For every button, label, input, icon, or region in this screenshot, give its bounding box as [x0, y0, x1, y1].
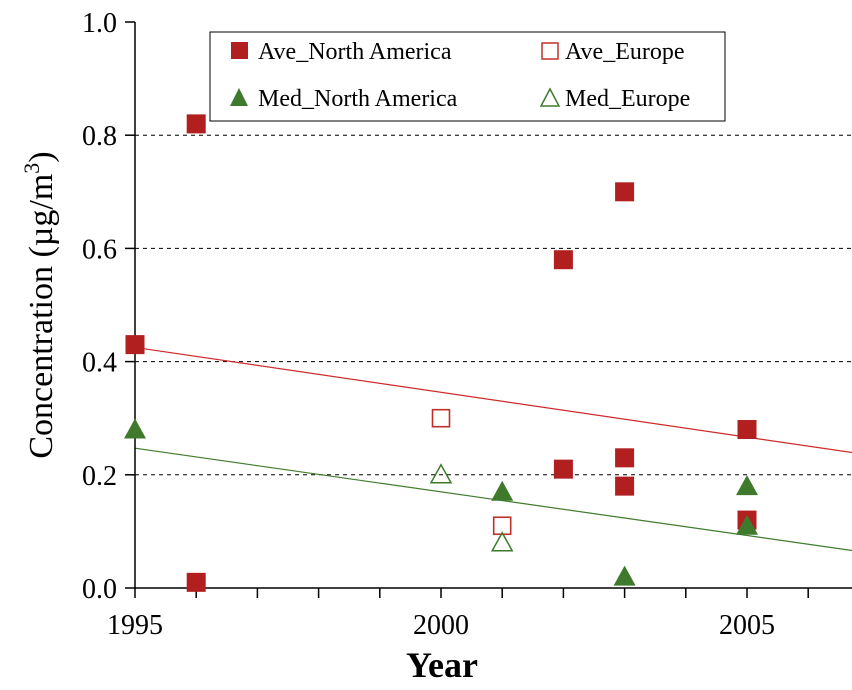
legend-box [209, 31, 726, 122]
point-med-north-america [736, 514, 758, 535]
legend-label: Ave_North America [258, 39, 452, 65]
x-tick-label: 2000 [413, 610, 469, 641]
svg-text:Concentration (µg/m3): Concentration (µg/m3) [19, 151, 60, 458]
x-axis-title: Year [406, 645, 478, 685]
y-axis-title-main: Concentration (µg/m [23, 174, 60, 459]
y-tick-label: 0.4 [82, 348, 117, 379]
x-tick-label: 1995 [107, 610, 163, 641]
ticks: 0.0 0.2 0.4 0.6 0.8 1.0 1995 2000 2005 [82, 8, 809, 641]
y-tick-label: 0.6 [82, 234, 117, 265]
trendline-ave [134, 346, 852, 454]
legend-item-med-north-america: Med_North America [230, 86, 458, 112]
legend-label: Med_North America [258, 86, 458, 112]
legend-item-ave-north-america: Ave_North America [231, 39, 452, 65]
axes [134, 22, 852, 589]
legend-marker-open-triangle [539, 87, 561, 107]
legend-marker-filled-triangle [230, 88, 248, 106]
point-ave-north-america [615, 448, 635, 468]
point-ave-north-america [737, 420, 757, 440]
x-tick-label: 2005 [719, 610, 775, 641]
y-tick-label: 0.0 [82, 574, 117, 605]
point-med-europe [490, 531, 514, 552]
y-tick-label: 0.2 [82, 461, 117, 492]
legend-label: Med_Europe [565, 86, 690, 112]
point-ave-north-america [186, 572, 206, 592]
point-med-europe [429, 463, 453, 484]
legend-marker-filled-square [231, 42, 248, 59]
data-points [124, 114, 758, 592]
y-axis-title-close: ) [23, 151, 60, 162]
y-tick-label: 0.8 [82, 121, 117, 152]
point-ave-north-america [615, 182, 635, 202]
legend-marker-open-square [541, 42, 559, 60]
point-ave-north-america [186, 114, 206, 134]
point-med-north-america [491, 480, 514, 501]
point-ave-north-america [553, 459, 573, 479]
point-ave-north-america [615, 476, 635, 496]
y-tick-label: 1.0 [82, 8, 117, 39]
y-axis-title: Concentration (µg/m3) [19, 151, 60, 458]
legend: Ave_North America Ave_Europe Med_North A… [209, 31, 726, 122]
legend-item-ave-europe: Ave_Europe [541, 39, 685, 65]
legend-label: Ave_Europe [565, 39, 685, 65]
legend-item-med-europe: Med_Europe [539, 86, 690, 112]
point-ave-north-america [125, 335, 145, 355]
point-med-north-america [613, 565, 636, 586]
point-med-north-america [124, 418, 146, 439]
point-ave-north-america [553, 250, 573, 270]
point-ave-europe [431, 408, 451, 428]
y-axis-title-superscript: 3 [19, 163, 44, 174]
point-med-north-america [736, 475, 758, 496]
